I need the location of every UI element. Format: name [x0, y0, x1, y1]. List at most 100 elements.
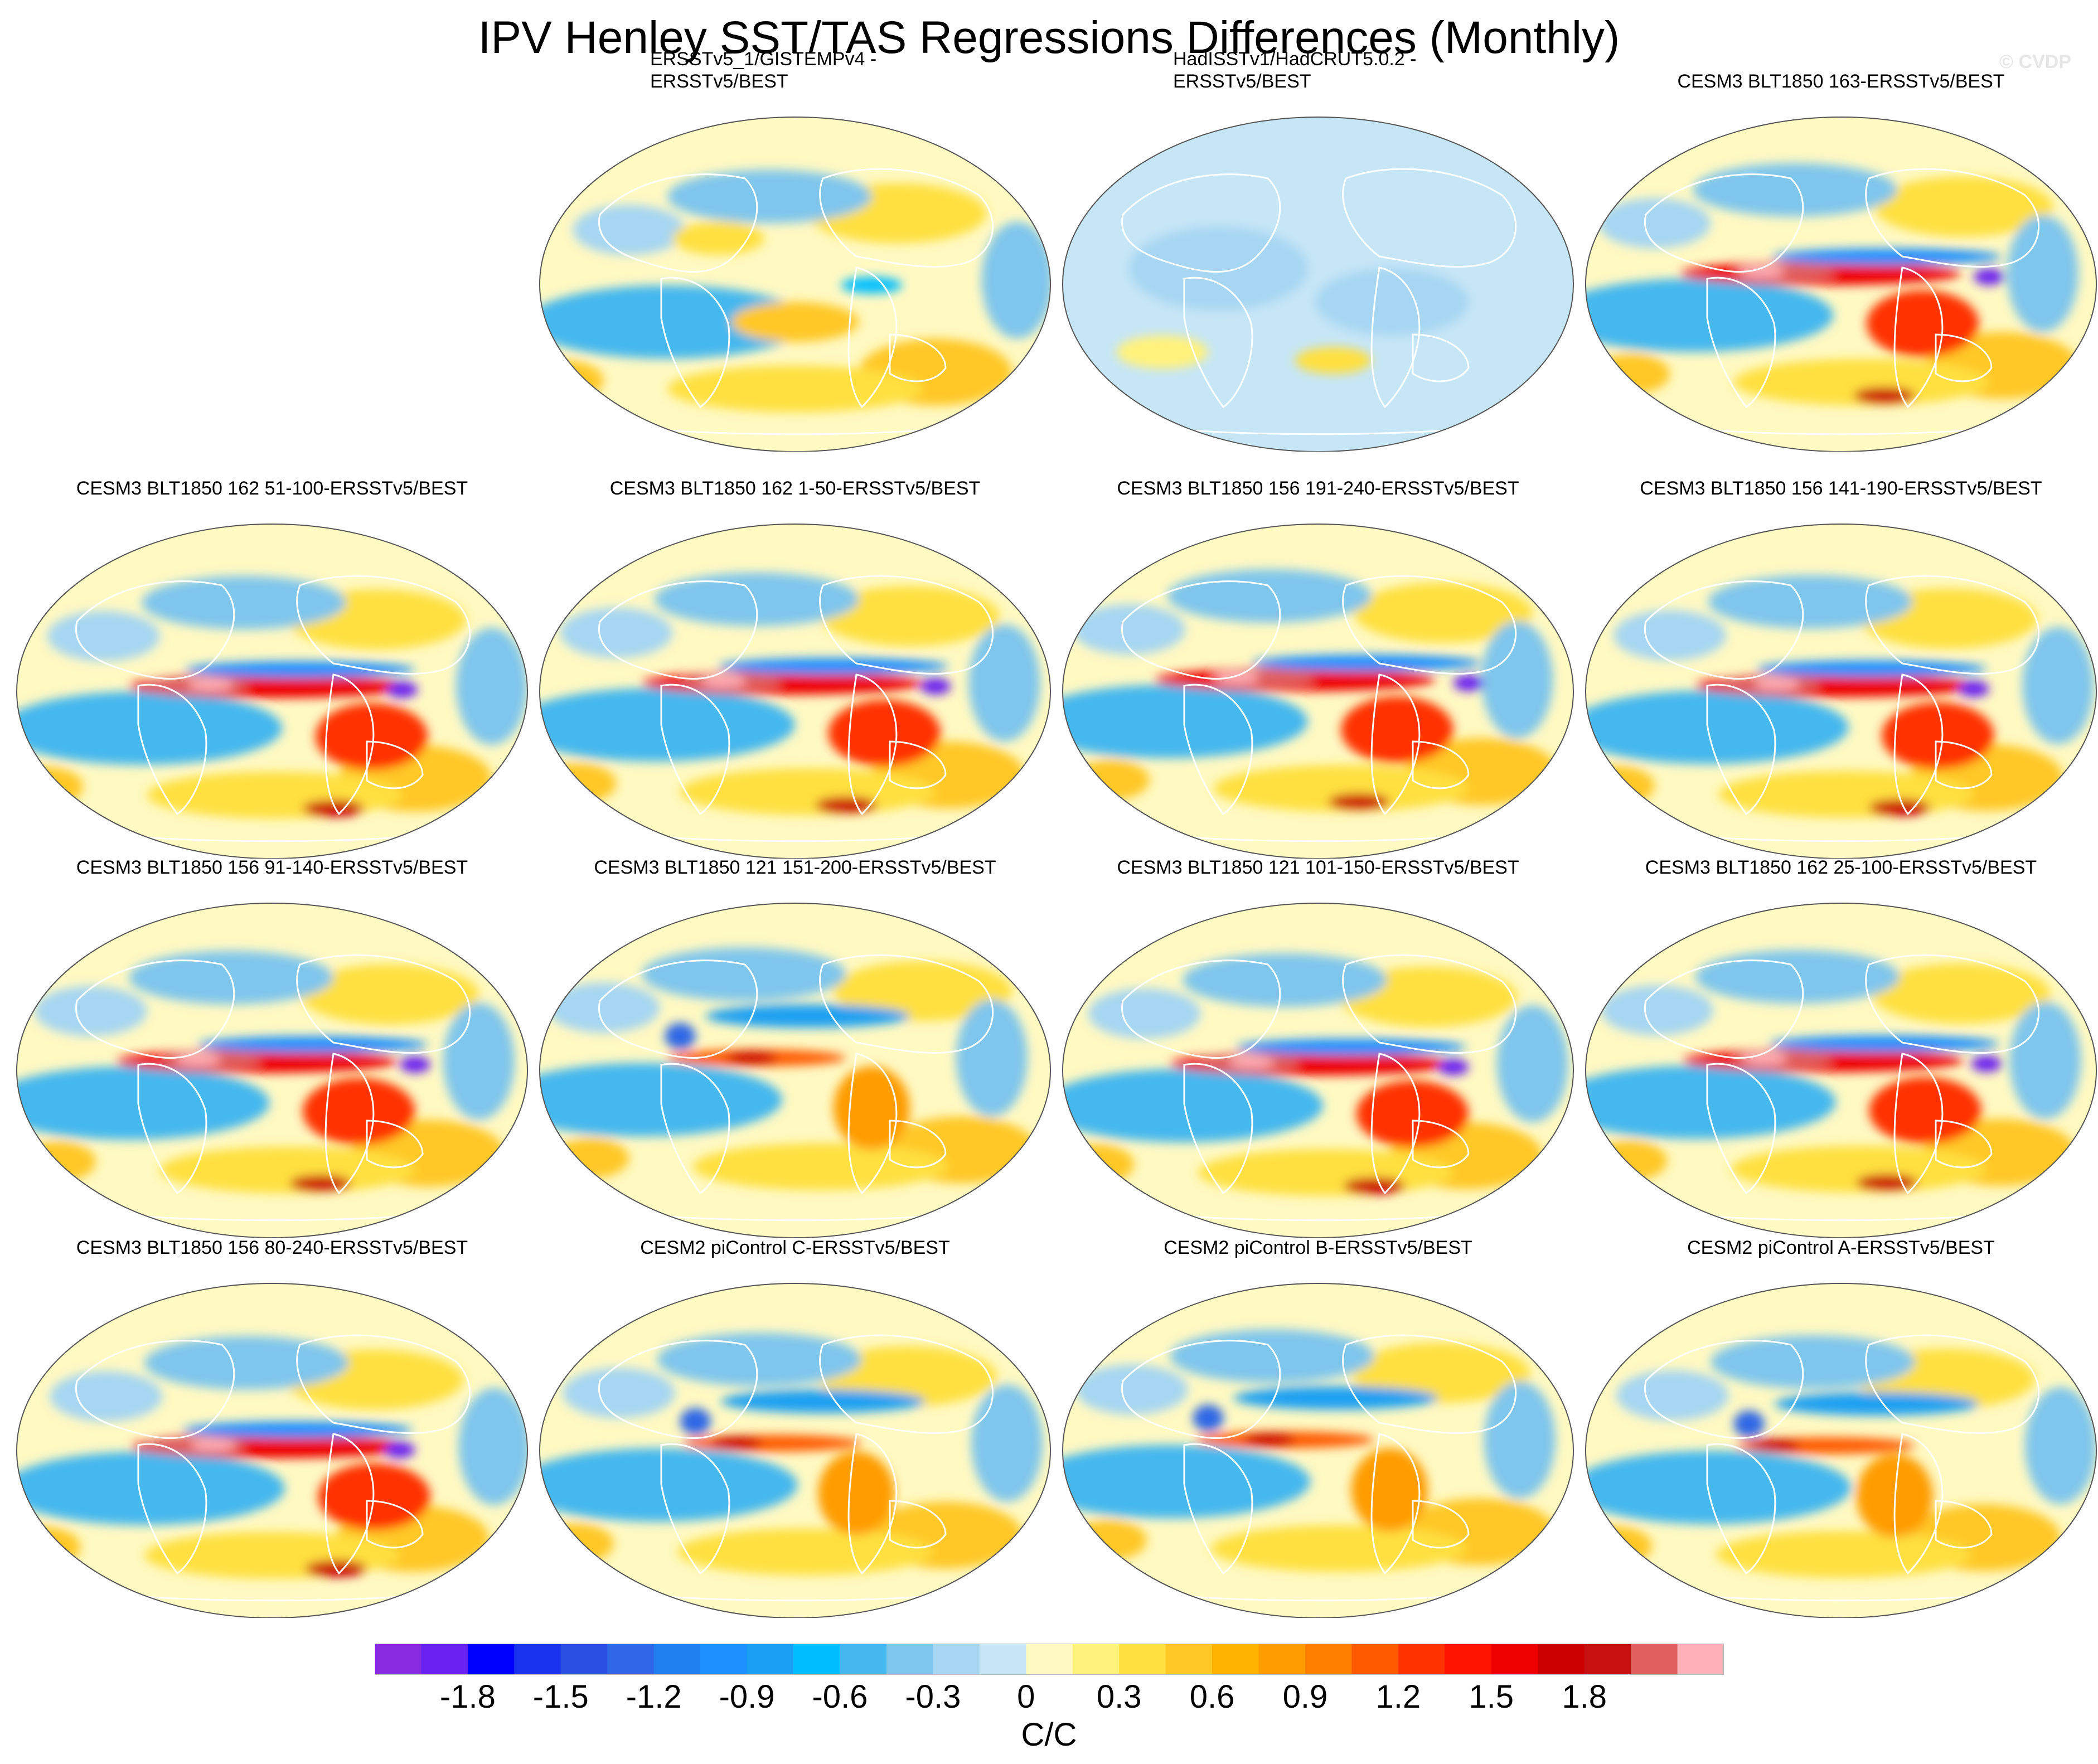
- anomaly-region: [35, 986, 147, 1036]
- global-map: [539, 903, 1051, 1238]
- anomaly-region: [655, 573, 859, 626]
- colorbar-tick-label: 0.9: [1282, 1679, 1328, 1715]
- anomaly-region: [642, 947, 846, 1001]
- panel-title-line: CESM3 BLT1850 121 101-150-ERSSTv5/BEST: [1117, 857, 1519, 878]
- coastline: [660, 1443, 730, 1575]
- global-map: [1585, 524, 2097, 859]
- colorbar-swatch: [840, 1644, 887, 1675]
- anomaly-region: [1063, 685, 1308, 758]
- anomaly-region: [1874, 176, 2053, 237]
- map-border: [539, 117, 1051, 452]
- anomaly-region: [920, 678, 951, 695]
- anomaly-region: [540, 1448, 798, 1522]
- colorbar-swatch: [1165, 1644, 1213, 1675]
- colorbar-tick-label: -0.6: [812, 1679, 868, 1715]
- anomaly-region: [1129, 226, 1308, 311]
- coastline: [889, 740, 947, 789]
- anomaly-region: [540, 688, 795, 762]
- anomaly-region: [1695, 950, 1900, 1004]
- anomaly-region: [1741, 1053, 1787, 1065]
- colorbar-swatch: [793, 1644, 841, 1675]
- map-border: [1062, 117, 1574, 452]
- colorbar-swatch: [1212, 1644, 1259, 1675]
- map-panel: CESM3 BLT1850 156 141-190-ERSSTv5/BEST: [1579, 478, 2098, 864]
- anomaly-region: [1295, 347, 1372, 374]
- anomaly-region: [1341, 696, 1453, 763]
- anomaly-region: [302, 800, 364, 817]
- global-map: [539, 1283, 1051, 1618]
- coastline: [1893, 266, 1944, 409]
- anomaly-region: [1236, 1039, 1466, 1055]
- colorbar-tick-label: -1.5: [532, 1679, 589, 1715]
- coastline: [75, 580, 235, 680]
- coastline: [889, 333, 947, 382]
- anomaly-region: [563, 1368, 675, 1418]
- anomaly-region: [144, 1336, 349, 1390]
- anomaly-region: [1958, 680, 1989, 697]
- anomaly-region: [458, 1388, 527, 1505]
- map-panel: CESM3 BLT1850 162 1-50-ERSSTv5/BEST: [533, 478, 1057, 864]
- anomaly-region: [302, 1078, 415, 1145]
- coastline: [847, 673, 898, 816]
- anomaly-region: [1183, 953, 1387, 1007]
- anomaly-region: [50, 1371, 163, 1422]
- coastline: [1706, 277, 1776, 409]
- anomaly-region: [1228, 1056, 1275, 1068]
- anomaly-region: [665, 1022, 696, 1050]
- anomaly-region: [1073, 604, 1185, 655]
- anomaly-region: [1213, 765, 1469, 812]
- anomaly-region: [692, 1143, 948, 1190]
- anomaly-region: [710, 1436, 762, 1450]
- map-panel: CESM3 BLT1850 163-ERSSTv5/BEST: [1579, 71, 2098, 457]
- panel-title-line: CESM2 piControl A-ERSSTv5/BEST: [1687, 1237, 1995, 1258]
- anomaly-region: [384, 1441, 415, 1458]
- colorbar-tick-label: 0.6: [1189, 1679, 1235, 1715]
- anomaly-region: [1356, 1080, 1469, 1147]
- coastline: [1342, 575, 1517, 675]
- panel-title-line: CESM3 BLT1850 121 151-200-ERSSTv5/BEST: [594, 857, 996, 878]
- colorbar-tick-label: -0.3: [905, 1679, 961, 1715]
- anomaly-region: [1351, 1343, 1530, 1403]
- anomaly-region: [1453, 675, 1484, 691]
- anomaly-region: [820, 586, 1000, 646]
- anomaly-region: [1193, 1404, 1224, 1432]
- anomaly-region: [1882, 702, 1994, 769]
- coastline: [1342, 954, 1517, 1054]
- panel-title: CESM3 BLT1850 121 151-200-ERSSTv5/BEST: [533, 856, 1057, 879]
- anomaly-region: [1586, 1451, 1852, 1524]
- map-border: [539, 524, 1051, 859]
- anomaly-region: [841, 277, 903, 294]
- anomaly-region: [2009, 1002, 2081, 1119]
- anomaly-region: [17, 691, 283, 765]
- coastline: [296, 1334, 471, 1435]
- colorbar-tick-label: 1.8: [1562, 1679, 1607, 1715]
- panel-title: HadISSTv1/HadCRUT5.0.2 - ERSSTv5/BEST: [1173, 48, 1563, 93]
- global-map: [1062, 903, 1574, 1238]
- global-map: [539, 117, 1051, 452]
- coastline: [819, 1334, 994, 1435]
- map-border: [539, 1283, 1051, 1618]
- colorbar-swatch: [933, 1644, 980, 1675]
- panel-title: CESM3 BLT1850 156 141-190-ERSSTv5/BEST: [1579, 477, 2098, 500]
- anomaly-region: [1591, 1141, 1668, 1181]
- anomaly-region: [657, 1332, 862, 1387]
- anomaly-region: [1872, 963, 2051, 1024]
- coastline: [1893, 1433, 1944, 1575]
- anomaly-region: [1866, 290, 1979, 357]
- anomaly-region: [1481, 621, 1553, 738]
- figure-title: IPV Henley SST/TAS Regressions Differenc…: [478, 12, 1620, 63]
- map-panel: CESM3 BLT1850 156 91-140-ERSSTv5/BEST: [10, 857, 534, 1243]
- map-border: [16, 1283, 528, 1618]
- colorbar-swatch: [375, 1644, 422, 1675]
- anomaly-region: [1073, 760, 1150, 800]
- coastline: [137, 1063, 207, 1195]
- anomaly-region: [2022, 627, 2094, 744]
- anomaly-region: [147, 772, 403, 818]
- panel-title: CESM2 piControl C-ERSSTv5/BEST: [533, 1237, 1057, 1259]
- anomaly-region: [1586, 1526, 1653, 1566]
- coastline: [1183, 684, 1253, 816]
- anomaly-region: [833, 961, 1012, 1021]
- anomaly-region: [456, 628, 527, 745]
- colorbar-swatch: [979, 1644, 1026, 1675]
- anomaly-region: [1711, 1335, 1915, 1389]
